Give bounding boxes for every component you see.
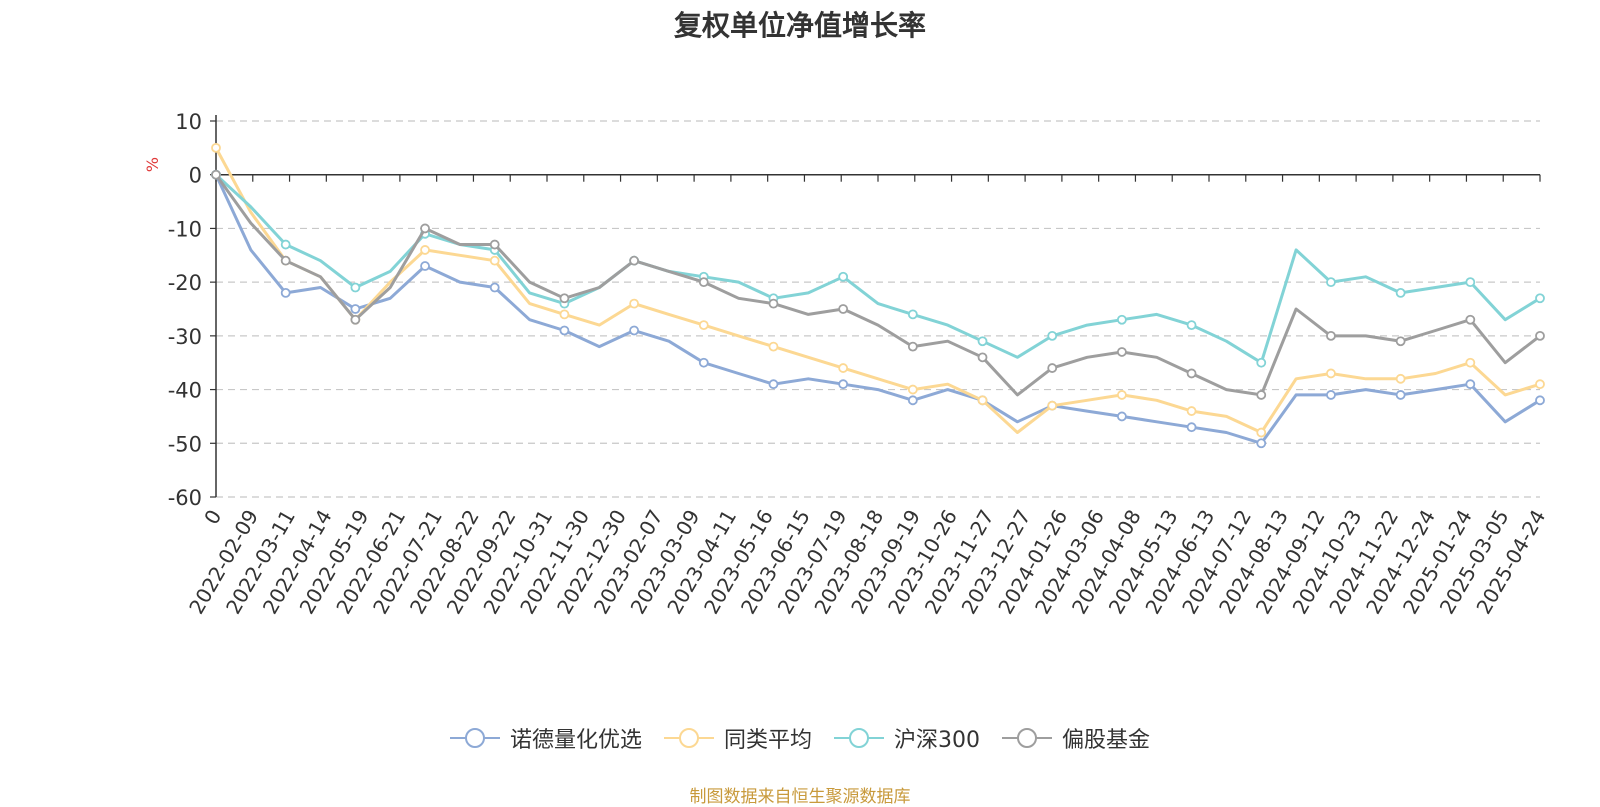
series-point-1[interactable]	[1047, 400, 1058, 411]
series-point-0[interactable]	[420, 261, 430, 271]
series-point-2[interactable]	[1047, 330, 1058, 341]
series-point-0[interactable]	[768, 379, 779, 390]
series-point-3[interactable]	[280, 255, 291, 266]
series-point-1[interactable]	[489, 255, 500, 266]
data-source-note: 制图数据来自恒生聚源数据库	[689, 787, 911, 807]
series-point-3[interactable]	[211, 169, 221, 180]
series-point-3[interactable]	[420, 223, 430, 234]
series-point-0[interactable]	[629, 325, 640, 336]
y-tick-label: -30	[168, 325, 202, 349]
legend-swatch-0	[449, 728, 500, 748]
series-point-1[interactable]	[1256, 427, 1267, 438]
y-tick-label: -10	[168, 217, 202, 241]
series-point-3[interactable]	[1047, 363, 1058, 373]
legend-item-3[interactable]: 偏股基金	[1002, 722, 1150, 754]
legend-swatch-3	[1002, 728, 1052, 748]
series-point-3[interactable]	[1535, 330, 1545, 341]
series-point-1[interactable]	[1395, 373, 1406, 384]
series-point-0[interactable]	[559, 325, 570, 336]
y-tick-label: -60	[168, 486, 202, 510]
series-point-2[interactable]	[1186, 320, 1197, 331]
legend-swatch-1	[663, 728, 714, 748]
series-point-0[interactable]	[1116, 411, 1127, 422]
series-point-0[interactable]	[1326, 390, 1336, 400]
series-point-0[interactable]	[698, 357, 709, 368]
series-point-0[interactable]	[1535, 395, 1545, 406]
legend-swatch-2	[834, 728, 884, 748]
series-point-0[interactable]	[280, 287, 291, 298]
series-point-1[interactable]	[838, 363, 849, 373]
series-point-1[interactable]	[698, 320, 709, 331]
series-point-3[interactable]	[629, 255, 640, 266]
series-point-3[interactable]	[1116, 347, 1127, 357]
series-line-3	[214, 173, 1541, 397]
series-point-2[interactable]	[977, 336, 988, 347]
series-point-3[interactable]	[698, 277, 709, 288]
y-tick-label: 10	[175, 110, 202, 134]
series-point-2[interactable]	[907, 309, 918, 320]
series-point-2[interactable]	[1116, 314, 1127, 325]
series-point-3[interactable]	[977, 352, 988, 363]
series-point-0[interactable]	[1395, 390, 1406, 400]
series-point-2[interactable]	[1326, 277, 1336, 288]
series-point-0[interactable]	[1256, 438, 1267, 449]
series-point-1[interactable]	[420, 245, 430, 255]
series-point-3[interactable]	[768, 298, 779, 309]
series-point-1[interactable]	[1186, 406, 1197, 416]
series-point-3[interactable]	[1465, 314, 1476, 325]
series-point-1[interactable]	[768, 341, 779, 352]
y-tick-label: 0	[189, 164, 202, 188]
legend-item-2[interactable]: 沪深300	[834, 722, 980, 754]
series-point-1[interactable]	[559, 309, 570, 320]
legend-item-0[interactable]: 诺德量化优选	[449, 722, 642, 754]
x-tick-label: 0	[199, 506, 226, 529]
series-point-2[interactable]	[1535, 293, 1545, 304]
y-tick-label: -40	[168, 379, 202, 403]
series-point-3[interactable]	[350, 314, 361, 325]
y-axis-unit: %	[143, 157, 162, 172]
series-line-1	[214, 147, 1541, 434]
series-line-2	[214, 173, 1541, 365]
series-point-1[interactable]	[1535, 379, 1545, 390]
series-line-0	[214, 174, 1541, 445]
series-point-2[interactable]	[1465, 277, 1476, 288]
chart-legend: 诺德量化优选 同类平均 沪深300 偏股基金	[0, 722, 1600, 754]
series-point-3[interactable]	[559, 293, 570, 304]
series-point-0[interactable]	[907, 395, 918, 406]
series-point-2[interactable]	[280, 239, 291, 250]
series-point-3[interactable]	[1256, 390, 1267, 400]
series-point-1[interactable]	[1116, 390, 1127, 400]
series-point-1[interactable]	[629, 298, 640, 309]
series-point-0[interactable]	[838, 379, 849, 390]
legend-label-0: 诺德量化优选	[509, 728, 642, 753]
series-point-1[interactable]	[1326, 368, 1336, 379]
chart-title: 复权单位净值增长率	[673, 9, 926, 42]
y-tick-label: -50	[168, 432, 202, 456]
series-point-2[interactable]	[350, 282, 361, 293]
series-point-3[interactable]	[907, 341, 918, 352]
legend-label-2: 沪深300	[894, 728, 980, 753]
series-point-0[interactable]	[1465, 379, 1476, 390]
legend-item-1[interactable]: 同类平均	[663, 722, 812, 754]
series-point-2[interactable]	[838, 271, 849, 282]
series-point-3[interactable]	[1186, 368, 1197, 379]
series-point-2[interactable]	[1256, 357, 1267, 368]
series-point-3[interactable]	[489, 239, 500, 250]
series-point-1[interactable]	[1465, 357, 1476, 368]
y-tick-label: -20	[168, 271, 202, 295]
legend-label-3: 偏股基金	[1062, 728, 1151, 753]
series-point-0[interactable]	[489, 282, 500, 293]
legend-label-1: 同类平均	[723, 728, 812, 753]
series-point-1[interactable]	[907, 384, 918, 395]
series-point-0[interactable]	[1186, 422, 1197, 433]
series-point-0[interactable]	[350, 304, 361, 314]
series-point-3[interactable]	[1395, 336, 1406, 347]
series-point-3[interactable]	[838, 304, 849, 314]
series-point-1[interactable]	[977, 395, 988, 406]
series-point-1[interactable]	[211, 142, 221, 153]
series-point-3[interactable]	[1326, 330, 1336, 341]
series-point-2[interactable]	[1395, 287, 1406, 298]
